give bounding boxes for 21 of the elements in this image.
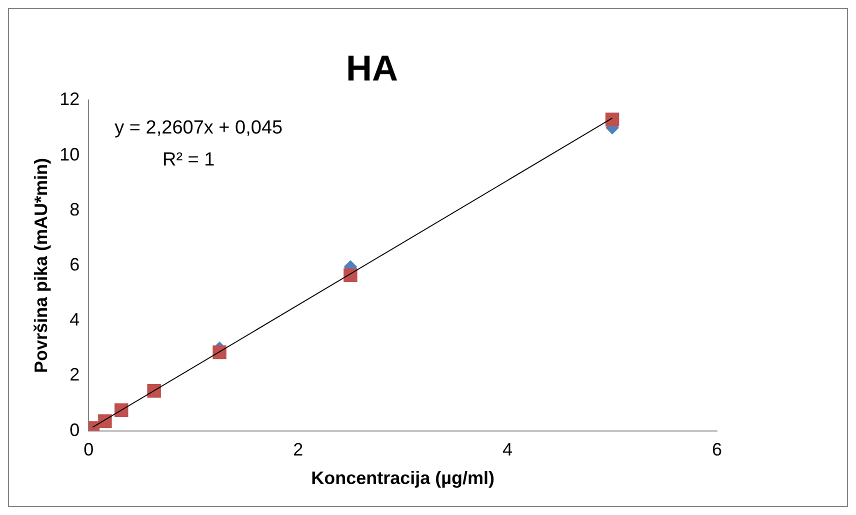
x-tick-label: 0 <box>84 440 94 460</box>
y-tick-label: 6 <box>70 254 80 274</box>
x-tick-label: 2 <box>293 440 304 460</box>
annotation: R² = 1 <box>162 149 215 170</box>
point <box>344 268 358 282</box>
y-tick-label: 12 <box>60 89 80 110</box>
y-tick-label: 0 <box>70 420 80 440</box>
x-axis-title: Koncentracija (µg/ml) <box>311 468 495 488</box>
y-tick-label: 10 <box>60 144 80 164</box>
x-tick-label: 6 <box>712 440 722 460</box>
y-tick-label: 8 <box>70 199 80 220</box>
point <box>147 384 161 398</box>
x-tick-label: 4 <box>502 440 513 460</box>
point <box>605 112 620 126</box>
chart-title: HA <box>346 48 398 89</box>
point <box>212 345 226 360</box>
annotation: y = 2,2607x + 0,045 <box>114 117 283 138</box>
point <box>98 414 112 428</box>
y-tick-label: 4 <box>70 310 80 330</box>
y-axis-title: Površina pika (mAU*min) <box>30 158 51 374</box>
y-tick-label: 2 <box>70 364 80 385</box>
